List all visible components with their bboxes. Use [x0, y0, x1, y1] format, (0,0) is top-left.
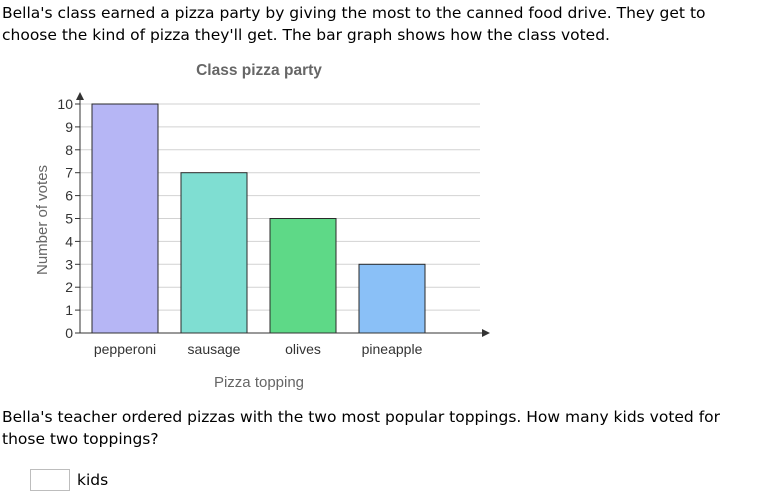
- x-tick-label-pepperoni: pepperoni: [94, 341, 156, 357]
- question-text: Bella's teacher ordered pizzas with the …: [2, 408, 721, 448]
- bar-olives: [269, 218, 337, 334]
- bar-pepperoni: [91, 103, 159, 334]
- y-tick-label: 0: [65, 325, 73, 341]
- chart-title: Class pizza party: [196, 62, 322, 79]
- y-tick-label: 3: [65, 256, 73, 272]
- bar-pineapple: [358, 263, 426, 334]
- y-tick-label: 4: [65, 233, 73, 249]
- y-axis-arrow: [76, 92, 84, 100]
- answer-input[interactable]: [30, 469, 70, 491]
- x-tick-label-pineapple: pineapple: [362, 341, 423, 357]
- y-tick-label: 7: [65, 165, 73, 181]
- y-tick-label: 6: [65, 188, 73, 204]
- x-axis-arrow: [482, 329, 490, 337]
- y-tick-label: 8: [65, 142, 73, 158]
- x-axis-label: Pizza topping: [214, 374, 304, 391]
- y-axis-label: Number of votes: [34, 165, 51, 275]
- y-tick-label: 1: [65, 302, 73, 318]
- bar-chart: Class pizza party 0 1 2 3 4 5 6 7 8 9 10 pepperoni…: [34, 62, 490, 391]
- y-tick-label: 9: [65, 119, 73, 135]
- x-tick-labels: pepperoni sausage olives pineapple: [94, 341, 423, 357]
- x-tick-label-olives: olives: [285, 341, 321, 357]
- x-tick-label-sausage: sausage: [188, 341, 241, 357]
- answer-row: kids: [30, 467, 108, 493]
- chart-axes: [75, 92, 490, 337]
- y-tick-label: 2: [65, 279, 73, 295]
- y-tick-label: 10: [57, 96, 73, 112]
- problem-intro: Bella's class earned a pizza party by gi…: [2, 4, 706, 44]
- answer-unit: kids: [77, 471, 109, 489]
- y-tick-label: 5: [65, 211, 73, 227]
- y-tick-labels: 0 1 2 3 4 5 6 7 8 9 10: [57, 96, 73, 341]
- bar-sausage: [180, 172, 248, 334]
